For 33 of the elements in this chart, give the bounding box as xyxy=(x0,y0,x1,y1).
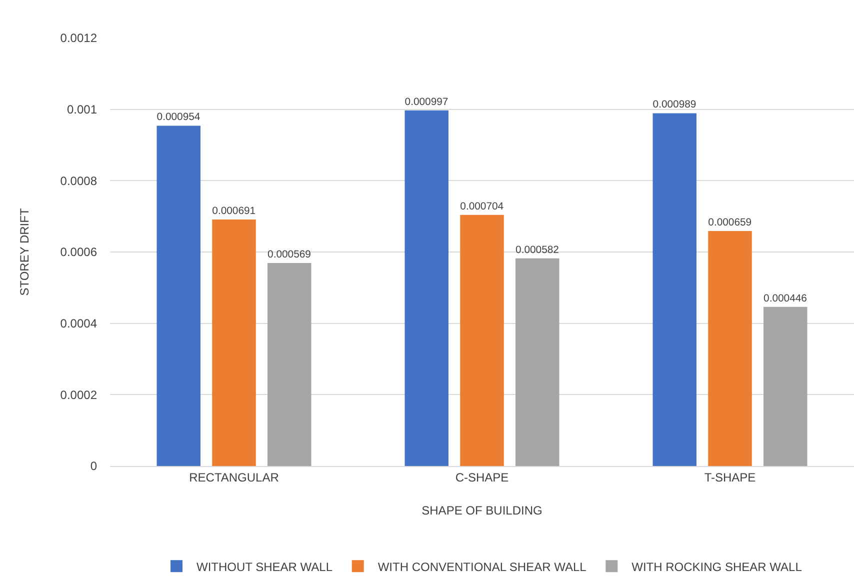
x-axis-title: SHAPE OF BUILDING xyxy=(422,503,542,518)
data-label: 0.000569 xyxy=(268,249,312,260)
data-label: 0.000691 xyxy=(212,206,256,217)
data-label: 0.000582 xyxy=(516,244,560,256)
bar xyxy=(212,220,256,466)
y-tick-label: 0.001 xyxy=(66,102,98,117)
bar xyxy=(268,263,312,466)
x-tick-label: C-SHAPE xyxy=(455,470,509,484)
data-label: 0.000446 xyxy=(764,293,808,304)
legend-label: WITH CONVENTIONAL SHEAR WALL xyxy=(378,560,587,574)
x-tick-label: T-SHAPE xyxy=(704,470,756,484)
data-label: 0.000659 xyxy=(708,217,752,228)
bar xyxy=(764,306,808,466)
data-label: 0.000997 xyxy=(404,96,448,108)
x-tick-label: RECTANGULAR xyxy=(189,470,280,484)
bar xyxy=(516,258,560,466)
bar xyxy=(404,110,448,466)
y-tick-label: 0.0002 xyxy=(60,388,98,402)
y-tick-label: 0.0006 xyxy=(60,245,98,260)
y-axis-title: STOREY DRIFT xyxy=(18,208,32,296)
data-label: 0.000704 xyxy=(460,201,504,212)
y-tick-label: 0.0012 xyxy=(60,31,98,46)
y-tick-label: 0.0008 xyxy=(60,174,98,188)
data-label: 0.000989 xyxy=(652,100,696,111)
bar xyxy=(460,214,504,466)
y-tick-label: 0 xyxy=(90,459,98,474)
legend-label: WITH ROCKING SHEAR WALL xyxy=(632,560,802,574)
bar xyxy=(652,113,696,466)
legend-label: WITHOUT SHEAR WALL xyxy=(196,560,333,574)
bar xyxy=(156,126,200,466)
data-label: 0.000954 xyxy=(156,112,200,124)
bar xyxy=(708,230,752,466)
y-tick-label: 0.0004 xyxy=(60,316,98,331)
